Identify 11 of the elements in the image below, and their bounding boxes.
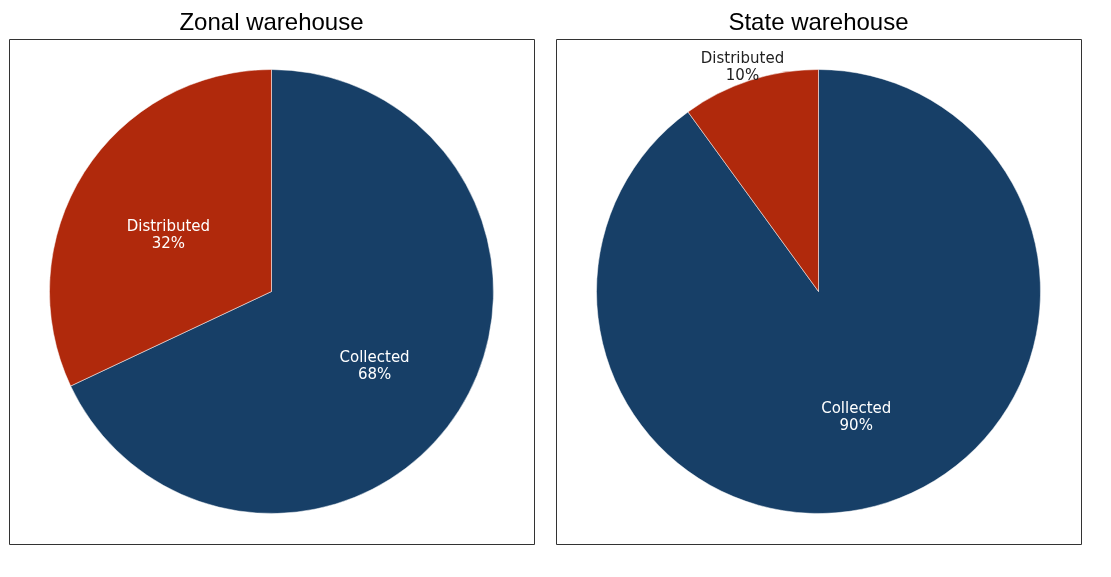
data-label: 10% [725,65,760,84]
data-label: 90% [839,415,873,434]
data-label: 68% [357,364,392,383]
slice-label: Collected [339,347,410,366]
slice-label: Distributed [700,48,785,67]
slice-label: Collected [821,398,892,417]
chart-title: State warehouse [728,8,909,35]
chart-title: Zonal warehouse [179,8,364,35]
data-label: 32% [151,234,186,253]
pie-slice [596,69,1041,514]
slice-label: Distributed [126,217,211,236]
